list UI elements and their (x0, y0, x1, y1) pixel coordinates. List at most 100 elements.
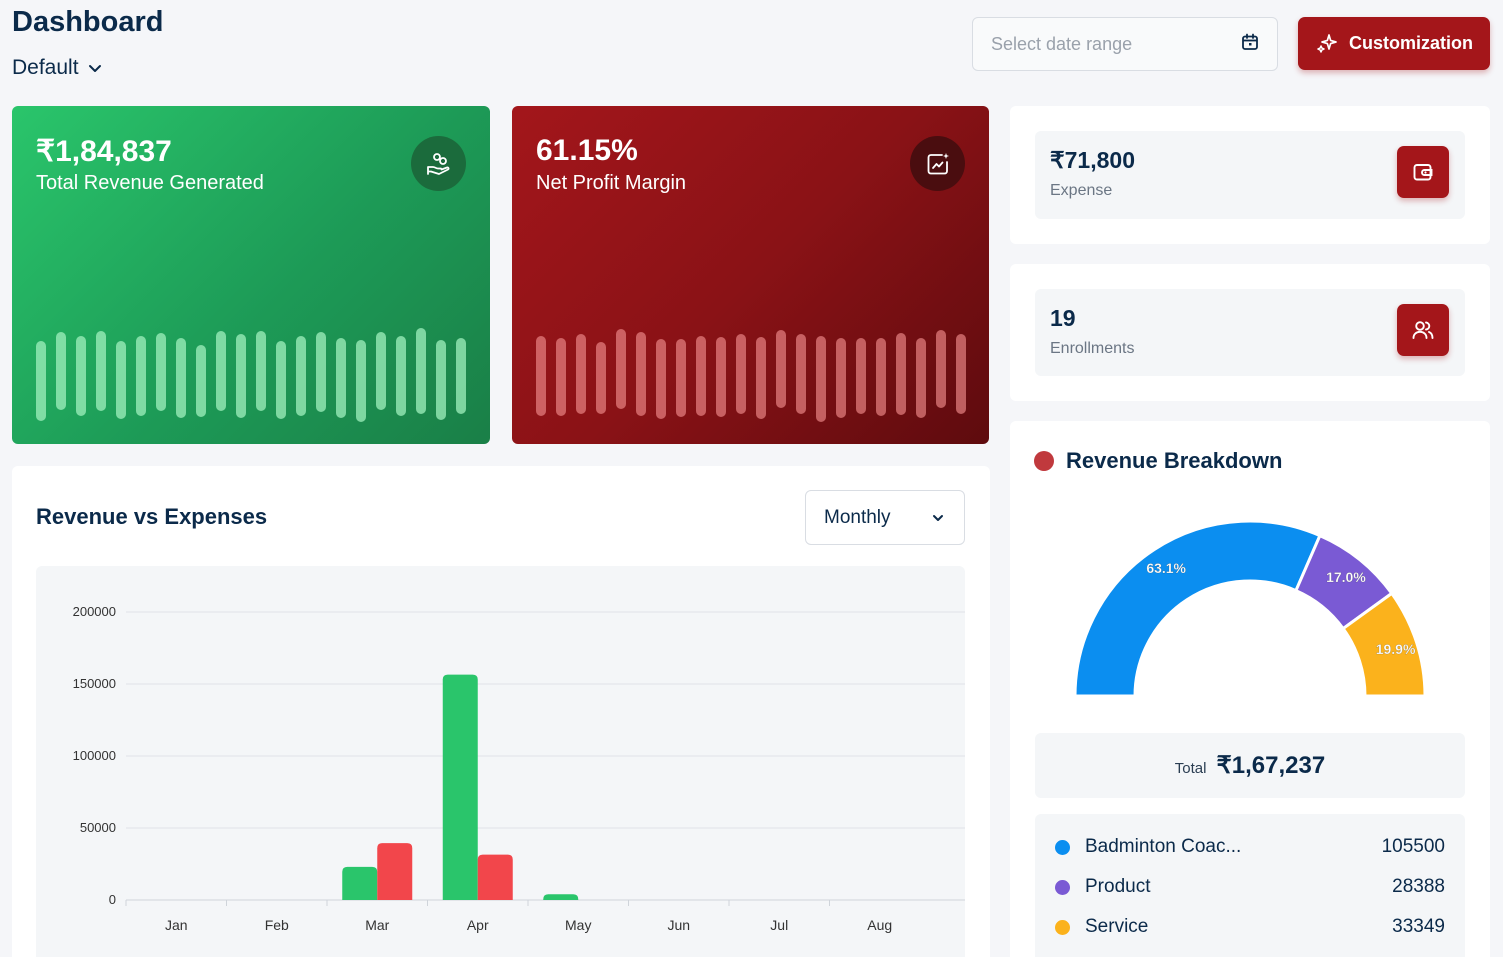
expense-stat: ₹71,800 Expense (1035, 131, 1465, 219)
date-range-input[interactable] (991, 33, 1211, 55)
revenue-bar (442, 674, 478, 900)
legend-item: Service 33349 (1055, 912, 1445, 942)
legend-item-value: 33349 (1392, 916, 1445, 937)
wave-bar (936, 330, 946, 408)
legend-dot-icon (1055, 879, 1070, 895)
legend-item: Product 28388 (1055, 872, 1445, 902)
period-select-value: Monthly (824, 506, 891, 528)
wave-bar (576, 334, 586, 414)
wallet-icon[interactable] (1397, 146, 1449, 198)
sparkles-icon (1317, 33, 1337, 53)
legend-item-name: Product (1085, 876, 1151, 897)
wave-bar (36, 341, 46, 421)
total-revenue-value: ₹1,84,837 (36, 135, 172, 168)
calendar-icon[interactable] (1241, 33, 1259, 56)
wave-bar (196, 345, 206, 417)
wave-bar (876, 338, 886, 416)
revenue-expenses-card: Revenue vs Expenses Monthly 0 50000 100000… (12, 466, 990, 957)
revenue-bar (342, 866, 378, 900)
legend-dot-icon (1055, 839, 1070, 855)
wave-bar (416, 328, 426, 414)
wave-bar (736, 334, 746, 414)
wave-bar (256, 331, 266, 411)
legend-item: Badminton Coac... 105500 (1055, 832, 1445, 862)
wave-bar (656, 339, 666, 419)
wave-bar (156, 333, 166, 411)
chevron-down-icon (88, 65, 101, 72)
revenue-breakdown-title: Revenue Breakdown (1034, 448, 1282, 474)
wave-bar (716, 337, 726, 417)
legend-item-value: 105500 (1381, 836, 1445, 857)
wave-bar (756, 337, 766, 419)
wave-bar (296, 336, 306, 416)
wave-bar (836, 338, 846, 418)
wave-bar (76, 336, 86, 416)
y-tick-label: 50000 (80, 820, 116, 835)
wave-bar (336, 338, 346, 418)
wave-bar (376, 332, 386, 410)
wave-bar (216, 331, 226, 411)
total-box: Total ₹1,67,237 (1035, 733, 1465, 798)
wave-bar (796, 334, 806, 414)
legend-item-name: Badminton Coac... (1085, 836, 1242, 857)
y-tick-label: 0 (109, 892, 116, 907)
revenue-expenses-title: Revenue vs Expenses (36, 504, 268, 529)
wave-bar (956, 334, 966, 414)
revenue-bar (543, 894, 579, 900)
revenue-breakdown-card: Revenue Breakdown 63.1% 17.0% 19.9% Total … (1010, 421, 1490, 957)
expense-label: Expense (1050, 182, 1113, 199)
wave-bar (116, 341, 126, 419)
chevron-down-icon (933, 514, 943, 521)
expense-bar (377, 843, 413, 900)
hand-coins-icon (411, 136, 466, 191)
net-profit-label: Net Profit Margin (536, 172, 687, 194)
x-tick-label: Apr (467, 917, 489, 933)
x-tick-label: Mar (365, 917, 389, 933)
wave-bar (456, 338, 466, 414)
wave-bar (616, 329, 626, 409)
enrollments-label: Enrollments (1050, 340, 1135, 357)
enrollments-value: 19 (1050, 305, 1076, 331)
wave-bar (436, 340, 446, 420)
legend-item-name: Service (1085, 916, 1149, 937)
wave-bar (56, 332, 66, 410)
expense-value: ₹71,800 (1050, 147, 1135, 173)
gauge-segment-label: 19.9% (1376, 641, 1416, 657)
y-tick-label: 100000 (73, 748, 116, 763)
expense-bar (477, 854, 513, 900)
y-tick-label: 150000 (73, 676, 116, 691)
legend-item-value: 28388 (1392, 876, 1445, 897)
customization-button[interactable]: Customization (1298, 17, 1490, 70)
wave-bar (696, 336, 706, 416)
x-tick-label: Jan (165, 917, 188, 933)
wave-bar (676, 339, 686, 417)
wave-bar (636, 332, 646, 416)
chart-area: 0 50000 100000 150000 200000 Jan Feb Mar Apr May J… (36, 566, 965, 957)
x-tick-label: Jul (770, 917, 788, 933)
date-range-picker[interactable] (972, 17, 1278, 71)
revenue-expenses-chart: 0 50000 100000 150000 200000 Jan Feb Mar Apr May J… (73, 604, 965, 933)
x-tick-label: Feb (265, 917, 289, 933)
gauge-segment (1073, 519, 1322, 698)
wave-bar (356, 340, 366, 422)
wave-bar (556, 338, 566, 416)
users-icon[interactable] (1397, 304, 1449, 356)
wave-bar (176, 338, 186, 418)
wave-bar (396, 336, 406, 416)
net-profit-card: 61.15% Net Profit Margin (512, 106, 989, 444)
total-revenue-card: ₹1,84,837 Total Revenue Generated (12, 106, 490, 444)
gauge-segment (1341, 591, 1427, 698)
view-selector[interactable]: Default (12, 56, 103, 80)
x-tick-label: Aug (867, 917, 892, 933)
expense-card: ₹71,800 Expense (1010, 106, 1490, 244)
wave-bar (236, 334, 246, 418)
view-selector-label: Default (12, 56, 79, 79)
period-select[interactable]: Monthly (805, 490, 965, 545)
x-tick-label: Jun (667, 917, 690, 933)
wave-bar (856, 338, 866, 414)
title-dot-icon (1034, 451, 1054, 471)
wave-bar (916, 338, 926, 418)
net-profit-value: 61.15% (536, 134, 638, 167)
wave-bar (96, 331, 106, 411)
revenue-breakdown-title-text: Revenue Breakdown (1066, 448, 1283, 473)
